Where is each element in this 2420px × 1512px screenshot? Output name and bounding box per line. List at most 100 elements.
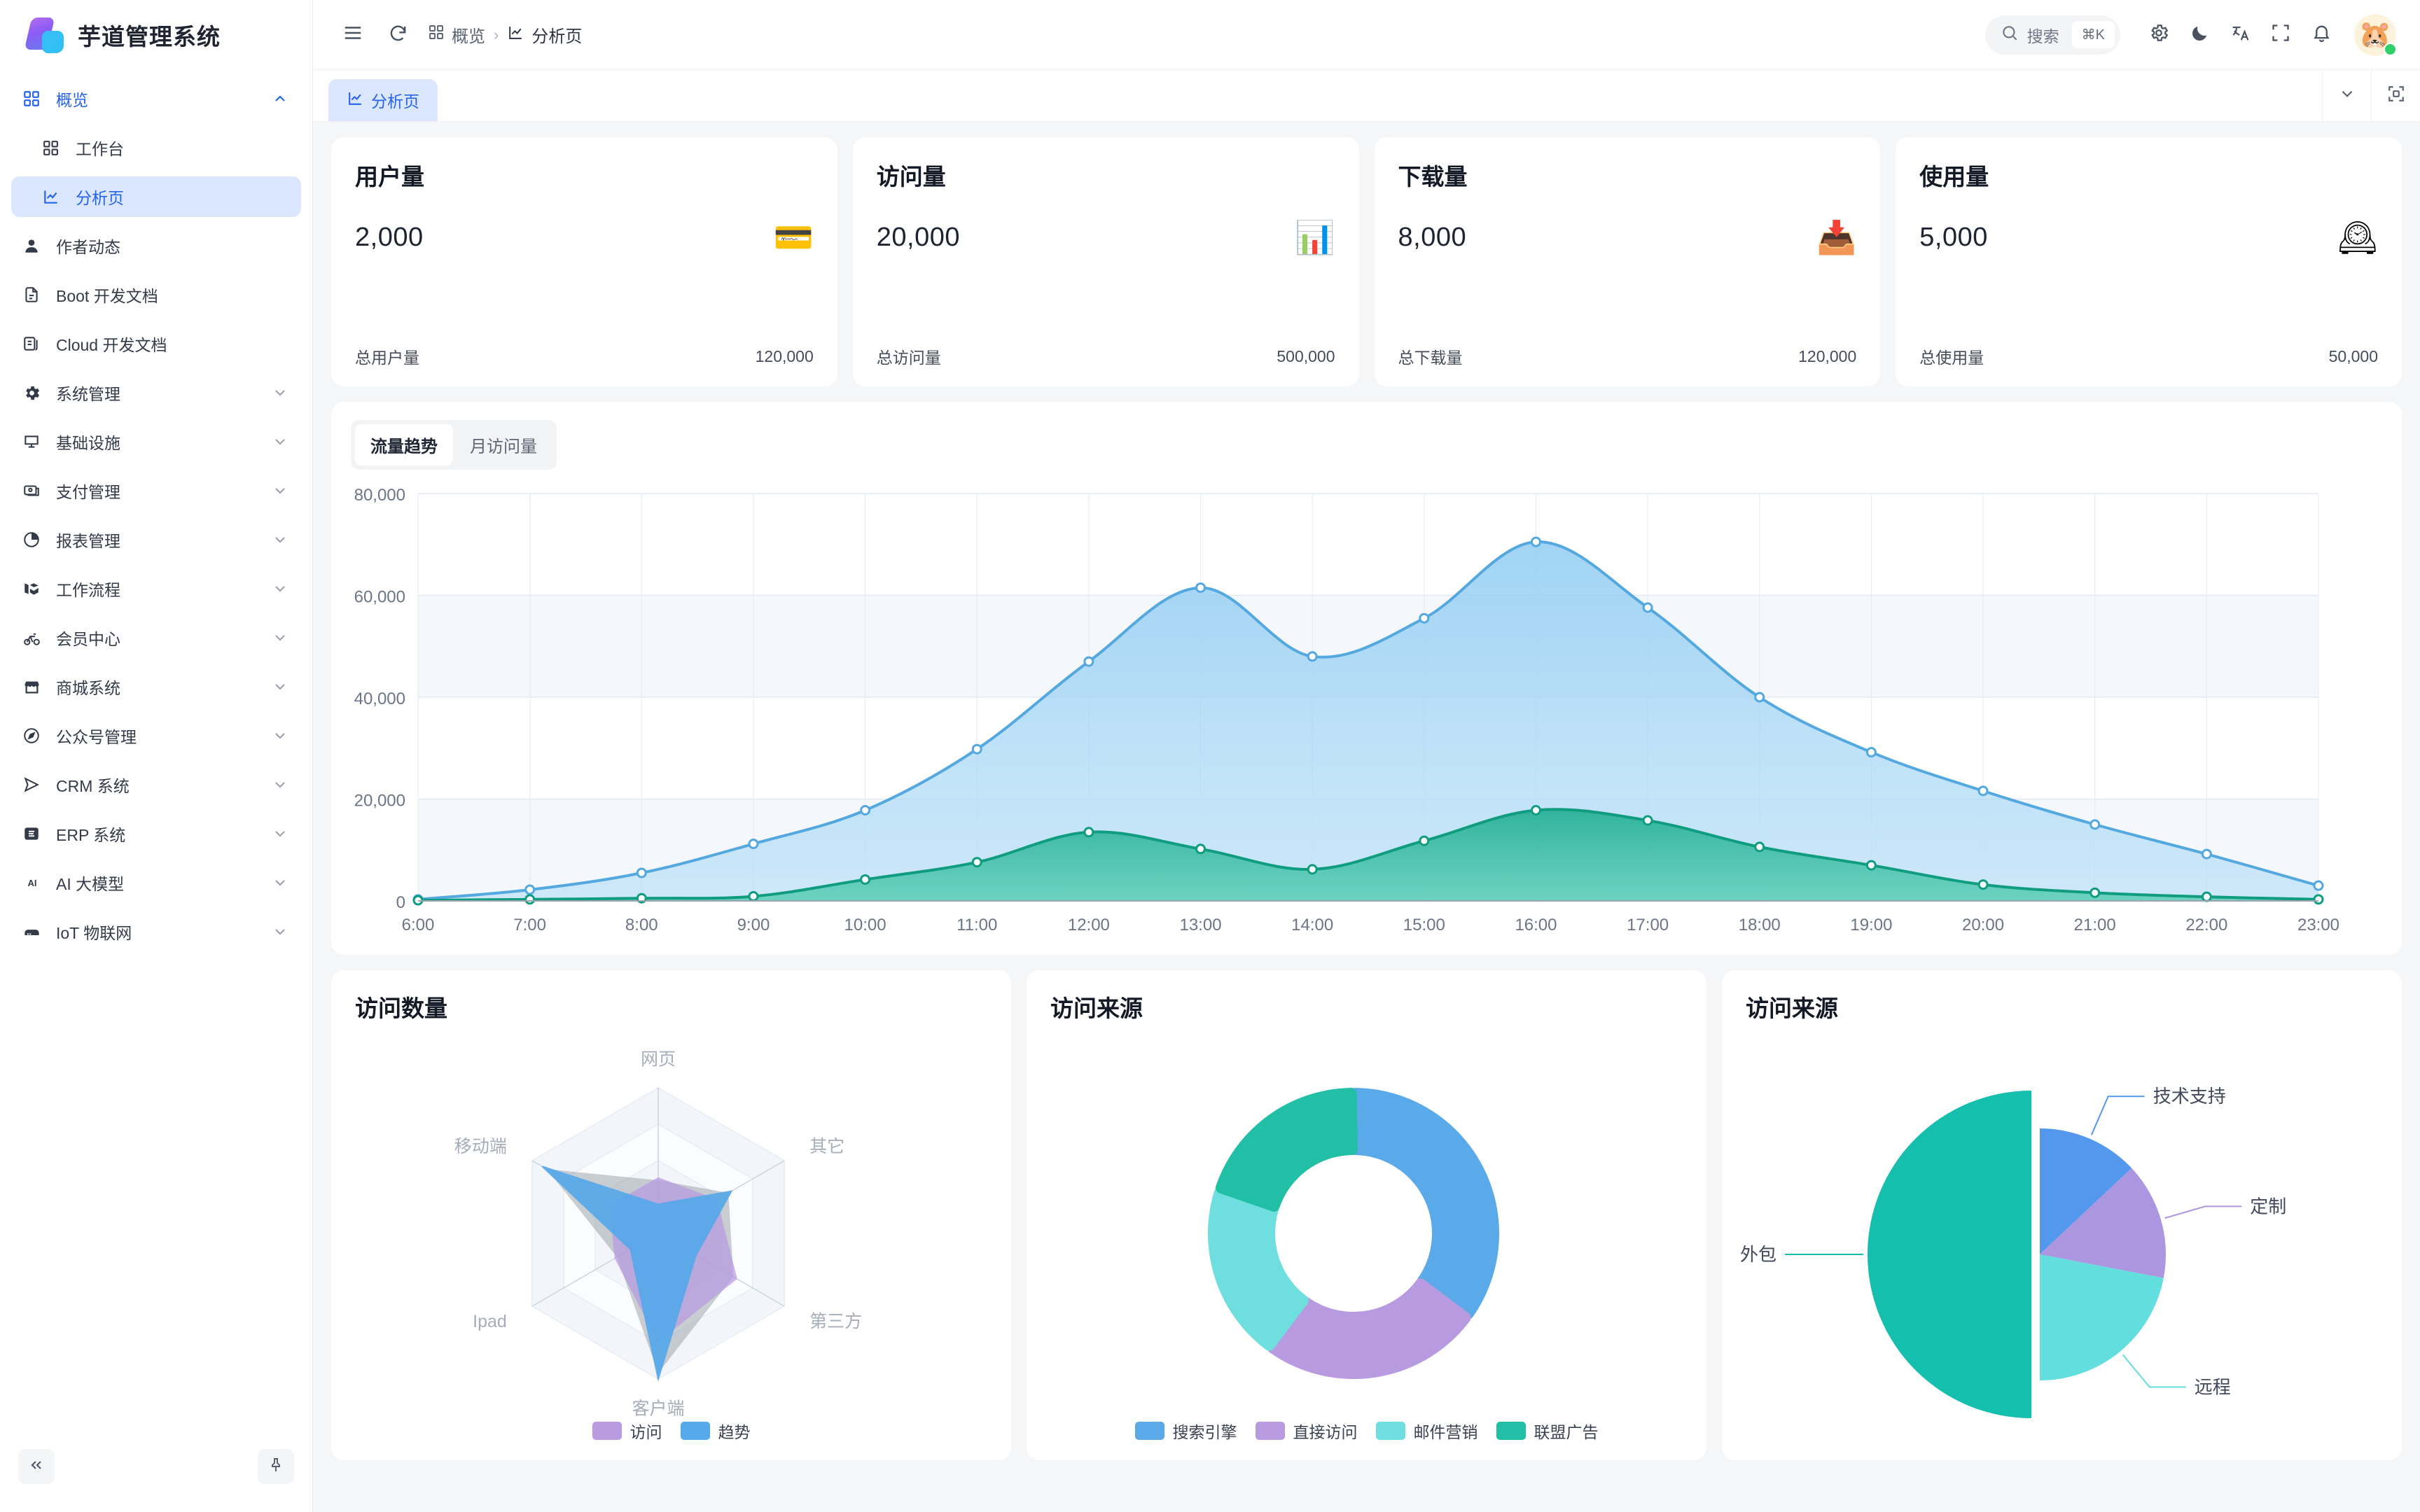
sidebar-toggle-button[interactable]	[335, 18, 370, 52]
svg-text:16:00: 16:00	[1515, 916, 1557, 934]
language-button[interactable]	[2223, 18, 2258, 52]
chevron-down-icon	[272, 384, 288, 401]
sidebar-item-crm-system[interactable]: CRM 系统	[11, 764, 301, 805]
sidebar-item-member-center[interactable]: 会员中心	[11, 617, 301, 658]
tab-dropdown-button[interactable]	[2322, 69, 2371, 122]
breadcrumb-item-overview[interactable]: 概览	[428, 22, 485, 47]
device-icon	[22, 923, 46, 941]
content-fullscreen-button[interactable]	[2371, 69, 2420, 122]
sidebar-item-overview[interactable]: 概览	[11, 78, 301, 119]
chevron-down-icon	[272, 727, 288, 744]
sidebar-item-label: AI 大模型	[56, 875, 125, 893]
sidebar-item-analysis[interactable]: 分析页	[11, 176, 301, 217]
sidebar-item-system-management[interactable]: 系统管理	[11, 372, 301, 413]
sidebar-item-label: 支付管理	[56, 483, 120, 501]
stat-foot-value: 50,000	[2328, 346, 2378, 365]
svg-text:12:00: 12:00	[1068, 916, 1110, 934]
chart-title: 访问来源	[1746, 995, 1838, 1021]
sidebar-item-infrastructure[interactable]: 基础设施	[11, 421, 301, 462]
tab-label: 分析页	[371, 92, 419, 111]
fullscreen-button[interactable]	[2263, 18, 2298, 52]
gear-icon	[2148, 22, 2169, 47]
brand-logo-icon	[24, 15, 66, 55]
sidebar-item-label: 公众号管理	[56, 728, 137, 746]
sidebar-item-iot[interactable]: IoT 物联网	[11, 911, 301, 952]
legend-item[interactable]: 趋势	[680, 1419, 751, 1443]
stat-value: 2,000	[355, 222, 424, 252]
pie-chart-icon: 📊	[1295, 219, 1335, 255]
sidebar-item-mall-system[interactable]: 商城系统	[11, 666, 301, 707]
radar-chart[interactable]: 网页 其它 第三方 客户端 Ipad 移动端	[355, 1023, 987, 1419]
legend-label: 搜索引擎	[1172, 1423, 1237, 1441]
settings-button[interactable]	[2141, 18, 2176, 52]
chevron-down-icon	[272, 776, 288, 793]
legend-item[interactable]: 联盟广告	[1496, 1419, 1599, 1443]
breadcrumb-separator: ›	[494, 25, 499, 43]
clock-icon: 🕰	[2337, 219, 2378, 255]
sidebar-collapse-button[interactable]	[18, 1449, 55, 1484]
chevron-down-icon	[272, 433, 288, 450]
chevron-down-icon	[272, 825, 288, 842]
stat-card-usage: 使用量 5,000 🕰 总使用量 50,000	[1896, 137, 2402, 386]
stat-foot-value: 120,000	[1798, 346, 1857, 365]
bell-icon	[2311, 23, 2332, 47]
bike-icon	[22, 629, 46, 648]
legend-swatch	[592, 1422, 622, 1440]
svg-text:第三方: 第三方	[809, 1312, 862, 1331]
trend-chart-card: 流量趋势 月访问量 0 20,000 40,000 60,000 80,000 6:00 7…	[331, 402, 2402, 955]
trend-tab-monthly[interactable]: 月访问量	[470, 438, 537, 456]
legend-item[interactable]: 搜索引擎	[1134, 1419, 1237, 1443]
sidebar-item-label: 商城系统	[56, 679, 120, 697]
hamburger-icon	[342, 22, 363, 47]
chevron-down-icon	[272, 580, 288, 597]
svg-text:13:00: 13:00	[1179, 916, 1221, 934]
stat-foot-value: 120,000	[755, 346, 814, 365]
refresh-button[interactable]	[380, 18, 415, 52]
sidebar-item-workflow[interactable]: 工作流程	[11, 568, 301, 609]
sidebar-item-label: 基础设施	[56, 434, 120, 452]
sidebar-pin-button[interactable]	[258, 1449, 294, 1484]
svg-text:20,000: 20,000	[354, 792, 405, 811]
sidebar-item-label: 工作流程	[56, 581, 120, 599]
svg-text:20:00: 20:00	[1962, 916, 2004, 934]
trend-tab-traffic[interactable]: 流量趋势	[355, 424, 453, 465]
sidebar-item-report-management[interactable]: 报表管理	[11, 519, 301, 560]
legend-label: 联盟广告	[1534, 1423, 1599, 1441]
svg-text:定制: 定制	[2250, 1196, 2286, 1217]
sidebar-item-cloud-docs[interactable]: Cloud 开发文档	[11, 323, 301, 364]
svg-text:9:00: 9:00	[737, 916, 770, 934]
breadcrumb-item-analysis[interactable]: 分析页	[507, 22, 582, 47]
legend-item[interactable]: 直接访问	[1255, 1419, 1358, 1443]
sidebar-item-boot-docs[interactable]: Boot 开发文档	[11, 274, 301, 315]
notifications-button[interactable]	[2304, 18, 2339, 52]
avatar[interactable]: 🐹	[2354, 13, 2397, 56]
svg-text:40,000: 40,000	[354, 690, 405, 708]
sidebar-item-official-account[interactable]: 公众号管理	[11, 715, 301, 756]
sidebar-item-author-news[interactable]: 作者动态	[11, 225, 301, 266]
sidebar-item-workbench[interactable]: 工作台	[11, 127, 301, 168]
stat-foot-label: 总下载量	[1398, 349, 1463, 367]
pie-chart[interactable]: 技术支持 定制 远程 外包	[1740, 1023, 2378, 1461]
status-badge	[2384, 42, 2397, 56]
stat-foot-label: 总访问量	[876, 349, 941, 367]
area-chart[interactable]: 0 20,000 40,000 60,000 80,000 6:00 7:00 8:00 9:0…	[351, 484, 2382, 946]
tab-analysis[interactable]: 分析页	[328, 79, 438, 121]
credit-card-icon: 💳	[773, 219, 814, 255]
donut-legend: 搜索引擎 直接访问 邮件营销 联盟广告	[1050, 1419, 1683, 1447]
donut-chart[interactable]	[1050, 1023, 1683, 1419]
legend-item[interactable]: 访问	[592, 1419, 662, 1443]
sidebar-item-erp-system[interactable]: ERP 系统	[11, 813, 301, 854]
pie-chart-card: 访问来源 技术支持 定制 远程 外包	[1722, 970, 2402, 1460]
sidebar-item-payment-management[interactable]: 支付管理	[11, 470, 301, 511]
svg-text:8:00: 8:00	[625, 916, 658, 934]
app-logo[interactable]: 芋道管理系统	[0, 0, 312, 70]
dark-mode-button[interactable]	[2182, 18, 2217, 52]
legend-item[interactable]: 邮件营销	[1375, 1419, 1478, 1443]
svg-text:7:00: 7:00	[513, 916, 546, 934]
stat-foot-label: 总用户量	[355, 349, 419, 367]
search-button[interactable]: 搜索 ⌘K	[1984, 15, 2120, 55]
radar-legend: 访问 趋势	[355, 1419, 987, 1447]
sidebar-item-ai-model[interactable]: AI AI 大模型	[11, 862, 301, 903]
breadcrumb-label: 概览	[452, 27, 485, 46]
svg-text:外包: 外包	[1740, 1244, 1776, 1265]
